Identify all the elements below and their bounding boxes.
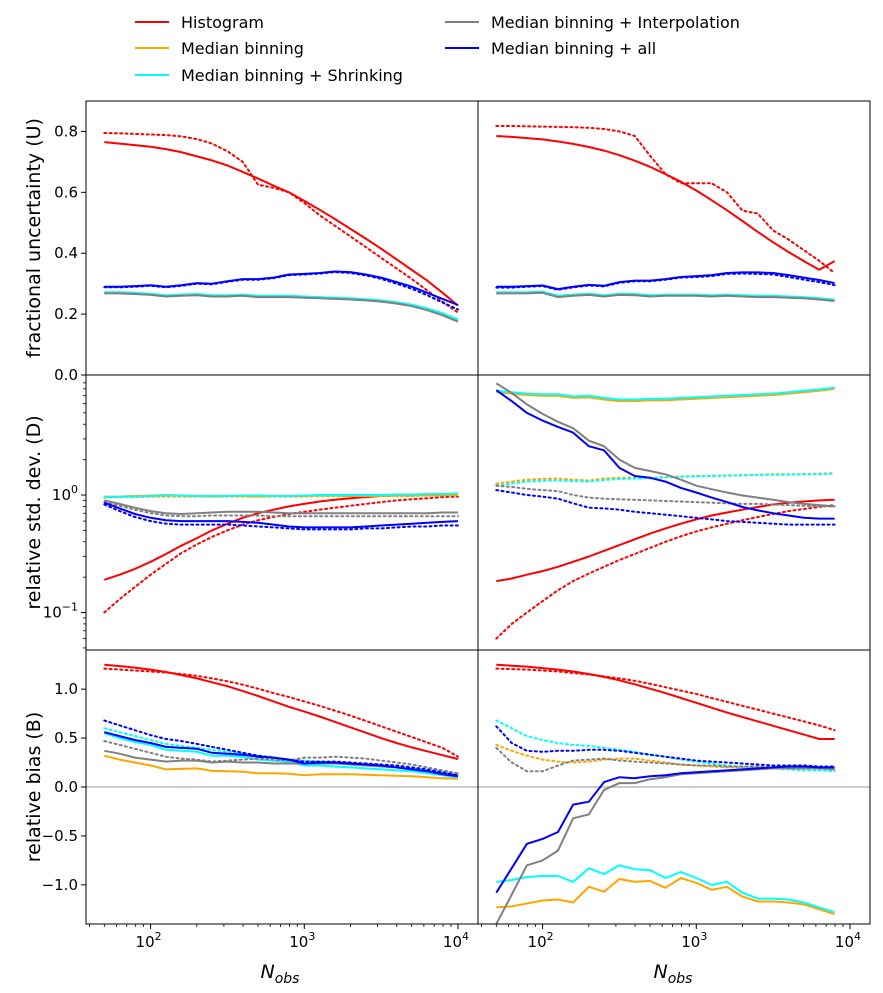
- series-line-histogram: [104, 141, 459, 307]
- series-line-median-binning-shrinking-dotted: [495, 472, 836, 487]
- x-tick-label: 103: [289, 930, 315, 951]
- series-line-histogram-dotted: [103, 495, 459, 614]
- series-line-histogram: [103, 494, 458, 581]
- series-line-median-binning-all: [103, 501, 459, 529]
- panel-U-left: 0.0 0.2 0.4 0.6 0.8: [54, 100, 479, 384]
- series-line-median-binning-interpolation-dotted: [103, 740, 459, 775]
- series-line-histogram-dotted: [103, 132, 459, 314]
- series-line-median-binning-dotted: [495, 743, 836, 771]
- legend-entry-histogram: Histogram: [135, 13, 264, 32]
- panel-frame: [477, 100, 871, 376]
- series-line-median-binning-interpolation-dotted: [103, 501, 459, 518]
- series-line-median-binning-all: [495, 765, 835, 894]
- series-line-median-binning-shrinking: [103, 732, 459, 779]
- y-tick-label: −1.0: [42, 876, 78, 894]
- column-axis-labels: Nobs Nobs: [261, 961, 693, 987]
- series-line-histogram-dotted: [495, 125, 836, 274]
- series-line-median-binning-all: [495, 389, 835, 520]
- panel-U-right: [477, 100, 871, 376]
- series-line-median-binning-all-dotted: [103, 503, 459, 531]
- x-tick-label: 103: [681, 930, 707, 951]
- y-axis-title-B: relative bias (B): [23, 712, 45, 863]
- legend-label: Histogram: [181, 13, 264, 32]
- series-group: [495, 663, 836, 924]
- series-line-median-binning-interpolation: [104, 292, 459, 323]
- panel-grid: 0.0 0.2 0.4 0.6 0.8 10−1 100 −1.0 −0.5 0.0 0.5 1.0 1…: [42, 100, 871, 951]
- y-tick-label: 100: [52, 483, 78, 504]
- panel-B-left: −1.0 −0.5 0.0 0.5 1.0 102 103 104: [42, 649, 479, 951]
- y-axis-title-D: relative std. dev. (D): [23, 415, 45, 609]
- series-line-median-binning-all-dotted: [495, 489, 836, 526]
- series-line-median-binning-all: [496, 271, 835, 291]
- x-axis-title: Nobs: [654, 961, 693, 987]
- series-line-histogram-dotted: [495, 667, 836, 732]
- y-tick-label: 0.2: [54, 305, 78, 323]
- y-tick-label: 0.6: [54, 183, 78, 201]
- x-axis-title: Nobs: [261, 961, 300, 987]
- panel-D-left: 10−1 100: [43, 374, 479, 651]
- y-tick-label: 0.0: [54, 778, 78, 796]
- legend-entry-median-binning: Median binning: [135, 39, 304, 58]
- series-line-median-binning-shrinking: [496, 290, 835, 301]
- series-line-histogram-dotted: [103, 667, 459, 758]
- series-line-histogram: [496, 663, 835, 740]
- panel-D-right: [477, 374, 871, 651]
- series-line-median-binning-all-dotted: [103, 719, 459, 777]
- y-tick-label: −0.5: [42, 827, 78, 845]
- series-line-median-binning-shrinking: [104, 291, 459, 321]
- series-line-median-binning-interpolation: [496, 291, 835, 302]
- legend-label: Median binning + all: [491, 39, 656, 58]
- y-tick-label: 0.8: [54, 122, 78, 140]
- row-axis-labels: fractional uncertainty (U) relative std. …: [23, 118, 45, 862]
- series-line-median-binning-shrinking: [496, 864, 835, 914]
- panel-frame: [477, 649, 871, 925]
- legend-label: Median binning + Interpolation: [491, 13, 740, 32]
- legend: Histogram Median binning Median binning + …: [135, 13, 740, 85]
- legend-entry-median-binning-all: Median binning + all: [445, 39, 656, 58]
- series-line-median-binning-interpolation: [495, 382, 835, 508]
- series-line-median-binning-shrinking: [496, 386, 835, 401]
- series-line-median-binning: [496, 877, 835, 916]
- series-group: [495, 125, 836, 302]
- legend-label: Median binning: [181, 39, 304, 58]
- x-tick-label: 104: [835, 930, 861, 951]
- panel-frame: [477, 374, 871, 651]
- y-tick-label: 0.0: [54, 366, 78, 384]
- series-group: [103, 132, 459, 323]
- legend-entry-median-binning-shrinking: Median binning + Shrinking: [135, 66, 403, 85]
- series-line-histogram-dotted: [495, 504, 836, 640]
- series-line-histogram: [496, 135, 836, 271]
- y-tick-label: 0.4: [54, 244, 78, 262]
- y-tick-label: 10−1: [43, 601, 78, 622]
- y-tick-label: 0.5: [54, 729, 78, 747]
- series-line-median-binning: [104, 754, 459, 780]
- series-line-median-binning: [496, 387, 835, 403]
- series-line-median-binning-all-dotted: [495, 725, 836, 768]
- series-group: [495, 382, 836, 640]
- y-tick-label: 1.0: [54, 680, 78, 698]
- panel-frame: [85, 100, 479, 376]
- x-tick-label: 104: [443, 930, 469, 951]
- y-axis-title-U: fractional uncertainty (U): [23, 118, 45, 358]
- series-line-median-binning-interpolation-dotted: [495, 484, 836, 508]
- x-tick-label: 102: [136, 930, 162, 951]
- x-tick-label: 102: [528, 930, 554, 951]
- series-line-median-binning-interpolation: [104, 499, 458, 515]
- series-line-median-binning-all-dotted: [495, 272, 836, 291]
- series-group: [103, 492, 459, 614]
- legend-label: Median binning + Shrinking: [181, 66, 403, 85]
- panel-B-right: 102 103 104: [477, 649, 871, 951]
- series-line-median-binning-all-dotted: [103, 271, 459, 311]
- series-line-median-binning-shrinking: [104, 492, 459, 499]
- series-group: [103, 663, 459, 780]
- legend-entry-median-binning-interpolation: Median binning + Interpolation: [445, 13, 740, 32]
